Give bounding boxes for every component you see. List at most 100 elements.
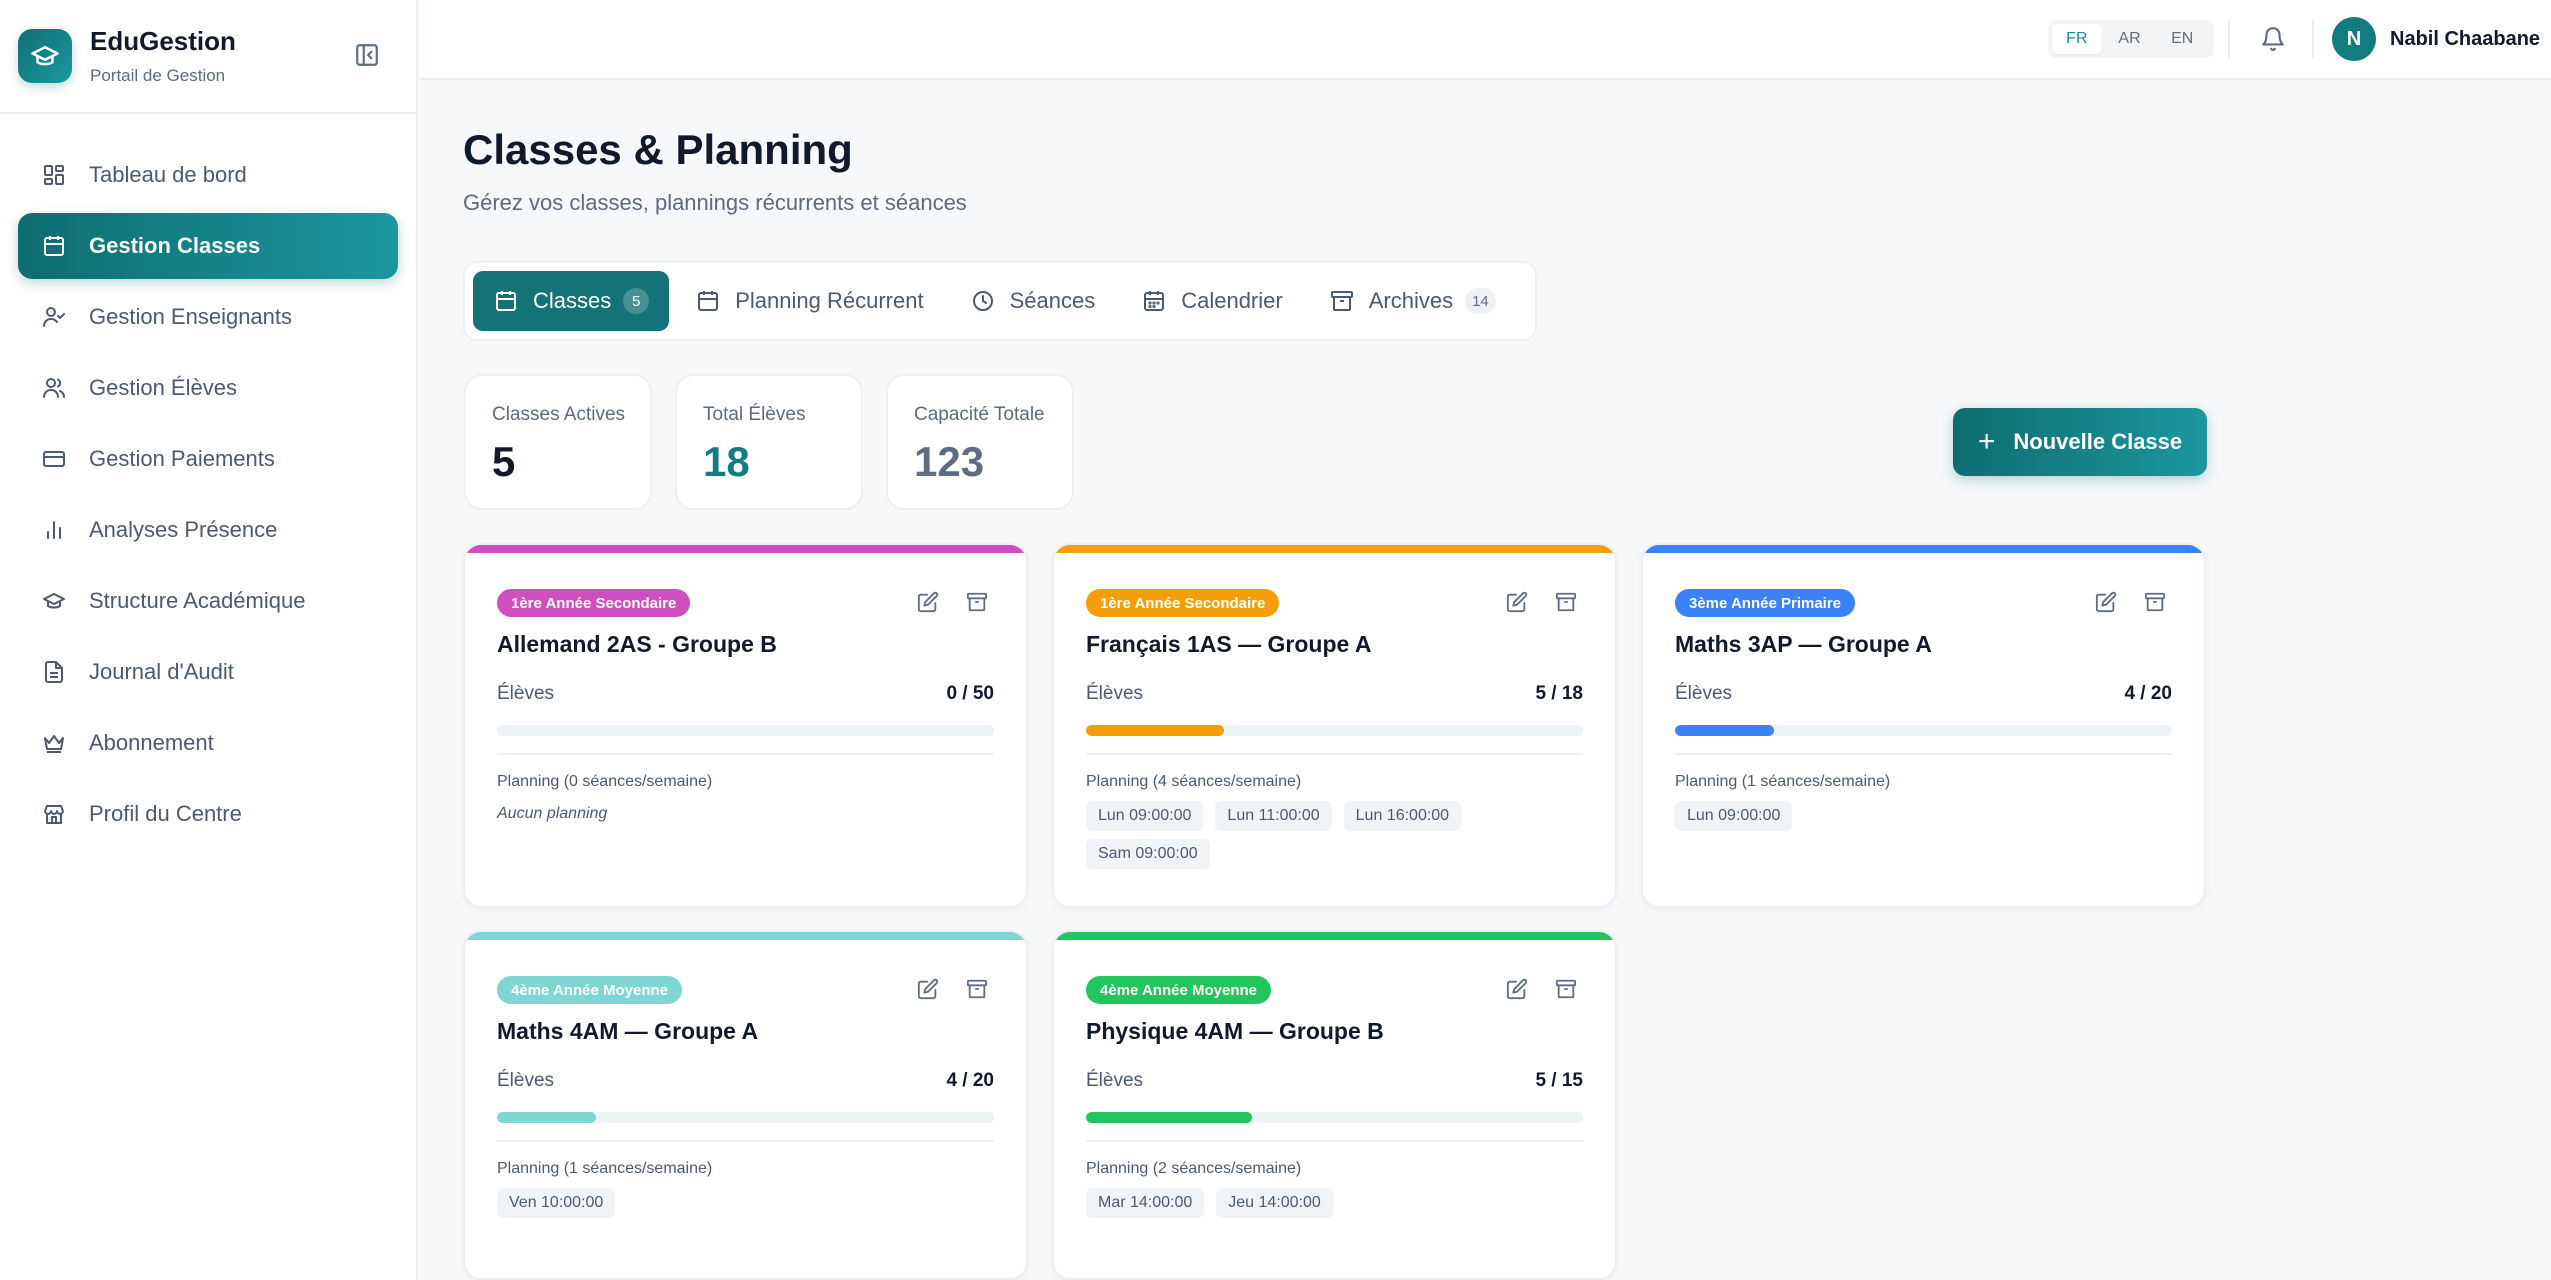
tab-label: Archives — [1368, 288, 1454, 313]
language-ar-button[interactable]: AR — [2118, 30, 2141, 47]
archive-class-button[interactable] — [1553, 978, 1579, 1004]
notifications-button[interactable] — [2256, 22, 2290, 56]
stat-value: 5 — [492, 438, 516, 485]
language-fr-button[interactable]: FR — [2052, 24, 2102, 54]
planning-label: Planning (2 séances/semaine) — [1086, 1160, 1302, 1177]
planning-slot: Mar 14:00:00 — [1086, 1188, 1205, 1218]
eleves-label: Élèves — [1675, 683, 1733, 704]
sidebar-item-analyses-presence[interactable]: Analyses Présence — [18, 497, 398, 563]
top-bar: FR AR EN N Nabil Chaabane — [420, 0, 2551, 80]
tab-label: Calendrier — [1181, 288, 1283, 313]
graduation-cap-icon — [40, 587, 68, 615]
archive-class-button[interactable] — [2142, 591, 2168, 617]
planning-slot: Ven 10:00:00 — [497, 1188, 616, 1218]
divider — [497, 753, 994, 755]
stat-label: Classes Actives — [492, 404, 626, 425]
sidebar: EduGestion Portail de Gestion Tableau de… — [0, 0, 418, 1280]
user-name: Nabil Chaabane — [2390, 27, 2541, 50]
class-card[interactable]: 1ère Année Secondaire Français 1AS — Gro… — [1052, 543, 1617, 908]
tab-classes[interactable]: Classes 5 — [473, 271, 670, 331]
eleves-label: Élèves — [497, 1070, 555, 1091]
sidebar-collapse-icon — [356, 44, 378, 66]
planning-slots: Ven 10:00:00 — [497, 1188, 994, 1226]
main-content: Classes & Planning Gérez vos classes, pl… — [420, 80, 2551, 1280]
tab-count-badge: 5 — [623, 288, 650, 314]
class-card[interactable]: 4ème Année Moyenne Maths 4AM — Groupe A … — [463, 930, 1028, 1280]
stat-classes-actives: Classes Actives 5 — [464, 374, 652, 510]
sidebar-item-gestion-classes[interactable]: Gestion Classes — [18, 213, 398, 279]
sidebar-item-profil-centre[interactable]: Profil du Centre — [18, 781, 398, 847]
sidebar-item-journal-audit[interactable]: Journal d'Audit — [18, 639, 398, 705]
archive-class-button[interactable] — [1553, 591, 1579, 617]
graduation-cap-icon — [18, 29, 72, 83]
capacity-progress-bar — [497, 1112, 994, 1123]
user-menu[interactable]: N Nabil Chaabane — [2332, 17, 2540, 61]
capacity-progress-bar — [1675, 725, 2172, 736]
eleves-label: Élèves — [1086, 1070, 1144, 1091]
class-title: Maths 3AP — Groupe A — [1675, 631, 1932, 657]
planning-slots: Mar 14:00:00 Jeu 14:00:00 — [1086, 1188, 1583, 1226]
tab-seances[interactable]: Séances — [950, 271, 1116, 331]
sidebar-item-tableau-de-bord[interactable]: Tableau de bord — [18, 142, 398, 208]
language-en-button[interactable]: EN — [2171, 30, 2194, 47]
stat-label: Capacité Totale — [914, 404, 1045, 425]
card-color-bar — [465, 932, 1026, 940]
brand-name: EduGestion — [90, 26, 236, 57]
planning-label: Planning (1 séances/semaine) — [497, 1160, 713, 1177]
edit-class-button[interactable] — [1504, 591, 1530, 617]
sidebar-item-gestion-enseignants[interactable]: Gestion Enseignants — [18, 284, 398, 350]
class-title: Français 1AS — Groupe A — [1086, 631, 1372, 657]
tab-calendrier[interactable]: Calendrier — [1121, 271, 1303, 331]
level-badge: 4ème Année Moyenne — [497, 976, 682, 1004]
card-actions — [1481, 591, 1579, 617]
sidebar-item-label: Gestion Paiements — [89, 446, 275, 471]
eleves-row: Élèves 5 / 18 — [1086, 683, 1583, 705]
class-title: Physique 4AM — Groupe B — [1086, 1018, 1384, 1044]
sidebar-item-structure-academique[interactable]: Structure Académique — [18, 568, 398, 634]
dashboard-icon — [40, 161, 68, 189]
eleves-row: Élèves 0 / 50 — [497, 683, 994, 705]
card-actions — [892, 591, 990, 617]
sidebar-item-label: Gestion Classes — [89, 233, 261, 258]
tab-archives[interactable]: Archives 14 — [1309, 271, 1516, 331]
sidebar-item-label: Gestion Enseignants — [89, 304, 293, 329]
planning-slots: Lun 09:00:00 Lun 11:00:00 Lun 16:00:00 Sam … — [1086, 801, 1583, 877]
sidebar-nav: Tableau de bord Gestion Classes Gestion … — [0, 114, 416, 847]
tab-label: Séances — [1009, 288, 1096, 313]
sidebar-item-gestion-eleves[interactable]: Gestion Élèves — [18, 355, 398, 421]
divider — [2228, 20, 2230, 58]
class-card[interactable]: 3ème Année Primaire Maths 3AP — Groupe A… — [1641, 543, 2206, 908]
edit-class-button[interactable] — [915, 978, 941, 1004]
capacity-progress-bar — [1086, 1112, 1583, 1123]
planning-slot: Lun 11:00:00 — [1215, 801, 1332, 831]
sidebar-item-abonnement[interactable]: Abonnement — [18, 710, 398, 776]
class-card[interactable]: 1ère Année Secondaire Allemand 2AS - Gro… — [463, 543, 1028, 908]
card-actions — [2070, 591, 2168, 617]
planning-slot: Lun 09:00:00 — [1675, 801, 1793, 831]
edit-class-button[interactable] — [2093, 591, 2119, 617]
edit-icon — [1506, 978, 1528, 1005]
stat-label: Total Élèves — [703, 404, 806, 425]
class-card[interactable]: 4ème Année Moyenne Physique 4AM — Groupe… — [1052, 930, 1617, 1280]
collapse-sidebar-button[interactable] — [352, 40, 382, 70]
archive-class-button[interactable] — [964, 591, 990, 617]
card-color-bar — [1054, 545, 1615, 553]
edit-class-button[interactable] — [915, 591, 941, 617]
sidebar-item-gestion-paiements[interactable]: Gestion Paiements — [18, 426, 398, 492]
plus-icon: + — [1977, 425, 1996, 458]
level-badge: 3ème Année Primaire — [1675, 589, 1856, 617]
tab-label: Planning Récurrent — [735, 288, 924, 313]
edit-icon — [917, 978, 939, 1005]
brand-subtitle: Portail de Gestion — [90, 65, 226, 85]
eleves-count: 4 / 20 — [946, 1070, 994, 1091]
capacity-progress-bar — [1086, 725, 1583, 736]
archive-class-button[interactable] — [964, 978, 990, 1004]
sidebar-item-label: Profil du Centre — [89, 801, 242, 826]
edit-class-button[interactable] — [1504, 978, 1530, 1004]
tab-count-badge: 14 — [1465, 288, 1496, 314]
sidebar-item-label: Analyses Présence — [89, 517, 278, 542]
tab-planning-recurrent[interactable]: Planning Récurrent — [675, 271, 943, 331]
level-badge: 1ère Année Secondaire — [497, 589, 691, 617]
empty-planning-text: Aucun planning — [497, 805, 608, 822]
new-class-button[interactable]: + Nouvelle Classe — [1953, 408, 2207, 476]
